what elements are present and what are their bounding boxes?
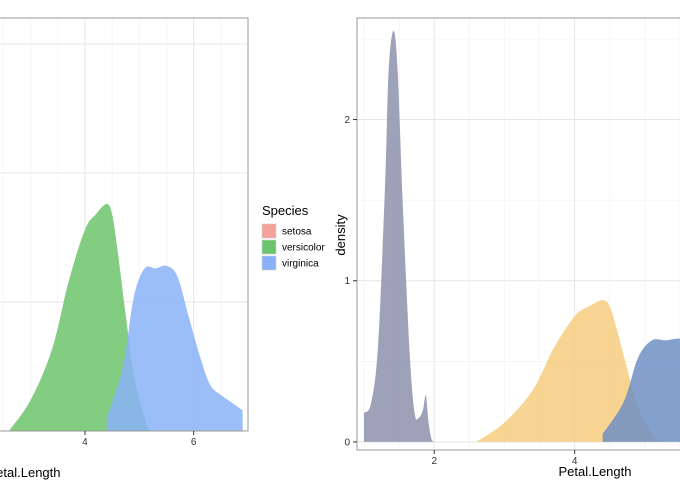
right-panel-border bbox=[356, 17, 680, 451]
legend-title: Species bbox=[262, 203, 309, 218]
legend-key-virginica bbox=[261, 255, 277, 271]
left-density-areas bbox=[8, 203, 243, 431]
legend-key-setosa bbox=[261, 223, 277, 239]
density-area-versicolor bbox=[8, 203, 151, 431]
y-tick-label: 0 bbox=[344, 437, 350, 448]
legend-key-versicolor bbox=[261, 239, 277, 255]
left-panel-border bbox=[0, 17, 249, 432]
x-tick-label: 4 bbox=[572, 456, 578, 467]
legend-items: setosa versicolor virginica bbox=[261, 223, 325, 271]
legend-label-setosa: setosa bbox=[282, 227, 312, 238]
density-area-series-2 bbox=[602, 338, 680, 442]
left-panel: 46 Petal.Length bbox=[0, 17, 249, 480]
x-tick-label: 2 bbox=[431, 456, 437, 467]
legend-label-virginica: virginica bbox=[282, 259, 319, 270]
x-tick-label: 6 bbox=[191, 437, 197, 448]
y-tick-label: 1 bbox=[344, 276, 350, 287]
legend: Species setosa versicolor virginica bbox=[261, 203, 325, 271]
density-area-virginica bbox=[106, 265, 243, 431]
right-density-areas bbox=[364, 30, 680, 442]
legend-label-versicolor: versicolor bbox=[282, 243, 325, 254]
right-y-axis-title: density bbox=[333, 214, 348, 256]
right-axes: 2 4 0 1 2 bbox=[344, 115, 577, 467]
density-area-series-1 bbox=[476, 300, 659, 442]
x-tick-label: 4 bbox=[82, 437, 88, 448]
density-area-series-0 bbox=[364, 30, 435, 442]
y-tick-label: 2 bbox=[344, 115, 350, 126]
left-x-axis-title: Petal.Length bbox=[0, 465, 61, 480]
right-x-axis-title: Petal.Length bbox=[558, 464, 631, 479]
right-panel: 2 4 0 1 2 density Petal.Length bbox=[333, 17, 680, 479]
